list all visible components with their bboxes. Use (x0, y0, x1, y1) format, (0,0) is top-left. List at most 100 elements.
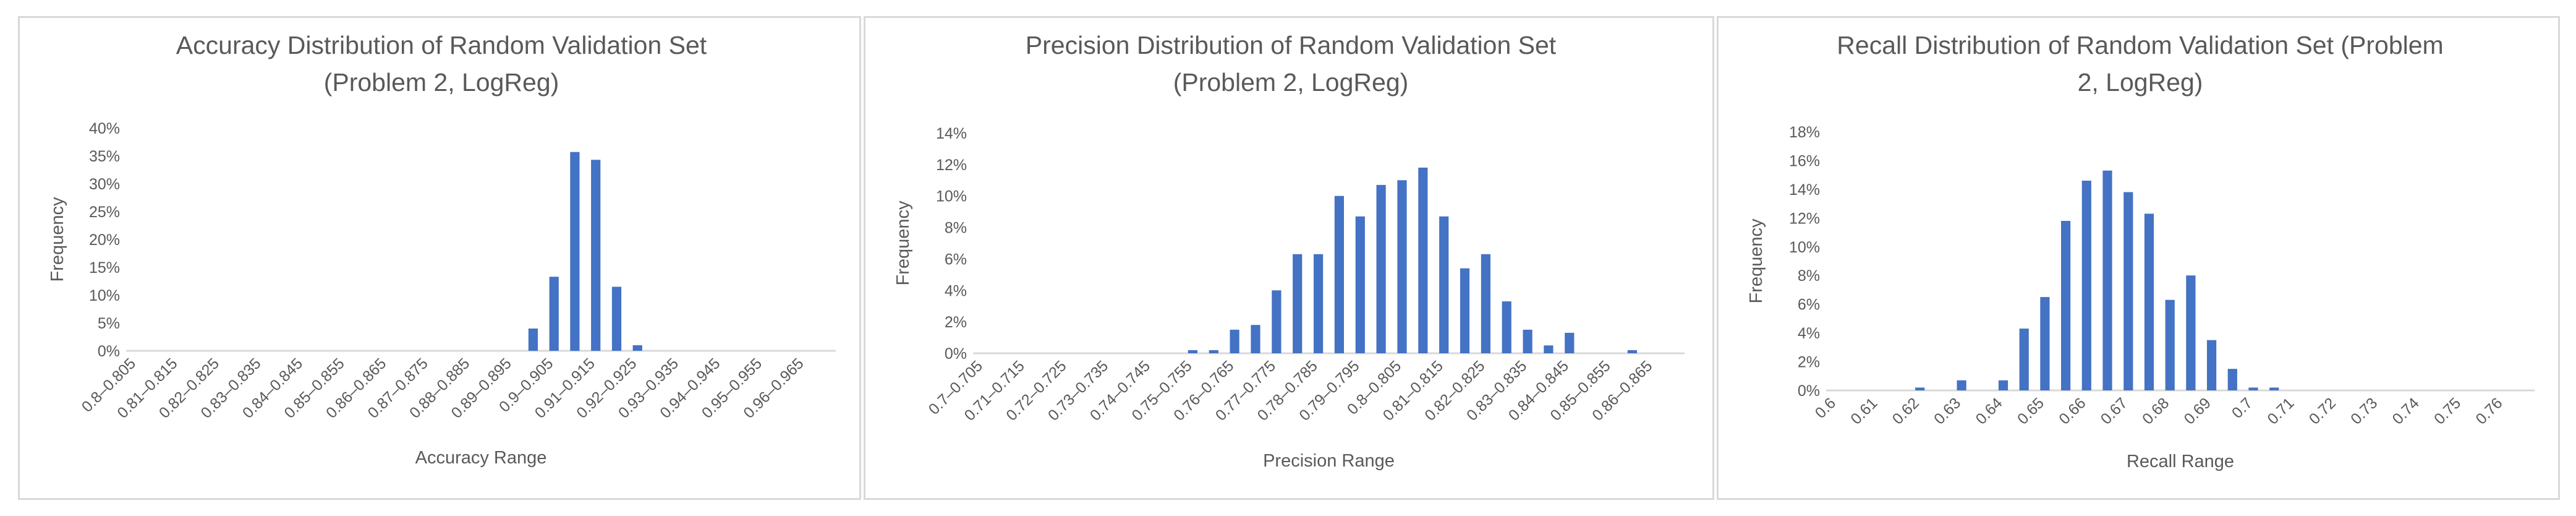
y-tick-label: 12% (936, 157, 967, 174)
bar (2144, 213, 2154, 390)
y-tick-label: 0% (1798, 382, 1820, 400)
x-tick-label: 0.7 (2229, 394, 2256, 421)
chart-title-line: (Problem 2, LogReg) (1173, 68, 1409, 97)
y-tick-label: 6% (1798, 296, 1820, 314)
y-tick-label: 10% (89, 287, 120, 304)
bar (2123, 192, 2133, 390)
bar (1376, 184, 1386, 353)
bar (1439, 216, 1449, 353)
chart-recall: Recall Distribution of Random Validation… (1746, 31, 2535, 471)
x-axis-label: Accuracy Range (415, 448, 547, 468)
bar (1293, 254, 1303, 353)
bar (632, 345, 642, 351)
y-tick-label: 2% (945, 314, 967, 331)
y-tick-label: 10% (936, 188, 967, 205)
y-axis-label: Frequency (1746, 218, 1766, 304)
bar (591, 160, 601, 351)
bar (2269, 387, 2279, 390)
y-tick-label: 0% (98, 343, 120, 360)
chart-accuracy: Accuracy Distribution of Random Validati… (48, 31, 836, 468)
bar (1314, 254, 1324, 353)
y-tick-label: 4% (945, 282, 967, 299)
bar (1544, 345, 1554, 353)
x-tick-label: 0.64 (1973, 394, 2006, 428)
bar (1565, 332, 1575, 353)
y-tick-label: 0% (945, 345, 967, 363)
y-tick-label: 18% (1789, 124, 1820, 141)
x-tick-label: 0.65 (2014, 394, 2047, 428)
y-axis-label: Frequency (48, 197, 67, 282)
bar (1957, 380, 1966, 390)
bar (1230, 329, 1239, 353)
bar (2186, 275, 2196, 390)
y-tick-label: 2% (1798, 354, 1820, 371)
x-tick-label: 0.74 (2389, 394, 2423, 428)
chart-panel-precision: Precision Distribution of Random Validat… (864, 16, 1714, 500)
y-tick-label: 20% (89, 231, 120, 249)
bar (2040, 297, 2050, 390)
x-tick-label: 0.75 (2431, 394, 2464, 428)
bar (1334, 196, 1344, 353)
y-tick-label: 12% (1789, 210, 1820, 227)
bar (2248, 387, 2258, 390)
y-tick-label: 30% (89, 176, 120, 193)
y-axis-label: Frequency (893, 200, 913, 286)
x-tick-label: 0.72 (2306, 394, 2339, 428)
bar (528, 329, 538, 351)
y-tick-label: 5% (98, 315, 120, 332)
bar (1627, 350, 1637, 353)
chart-panel-recall: Recall Distribution of Random Validation… (1717, 16, 2560, 500)
bar (1209, 350, 1218, 353)
bar (1272, 290, 1282, 353)
x-tick-label: 0.73 (2347, 394, 2381, 428)
bar (2061, 221, 2071, 390)
chart-title-line: Accuracy Distribution of Random Validati… (176, 31, 707, 59)
chart-panel-accuracy: Accuracy Distribution of Random Validati… (18, 16, 861, 500)
bar (1251, 325, 1260, 353)
bar (1915, 387, 1925, 390)
bar (1998, 380, 2009, 390)
chart-precision: Precision Distribution of Random Validat… (893, 31, 1685, 471)
y-tick-label: 4% (1798, 325, 1820, 342)
bar (2019, 329, 2029, 390)
x-axis-label: Precision Range (1263, 451, 1395, 471)
x-tick-label: 0.67 (2098, 394, 2131, 428)
bar (2227, 369, 2237, 390)
y-tick-label: 15% (89, 259, 120, 277)
bar (2102, 170, 2112, 390)
bar (2207, 340, 2217, 390)
x-tick-label: 0.71 (2264, 394, 2297, 428)
x-tick-label: 0.76 (2472, 394, 2506, 428)
bar (1355, 216, 1365, 353)
y-tick-label: 14% (1789, 181, 1820, 199)
x-tick-label: 0.63 (1931, 394, 1964, 428)
y-tick-label: 40% (89, 120, 120, 137)
bar (2165, 299, 2175, 390)
x-tick-label: 0.62 (1889, 394, 1923, 428)
bar (549, 277, 559, 351)
x-tick-label: 0.68 (2139, 394, 2172, 428)
chart-title-line: 2, LogReg) (2078, 68, 2203, 97)
y-tick-label: 16% (1789, 152, 1820, 170)
bar (1397, 180, 1407, 353)
chart-title-line: Recall Distribution of Random Validation… (1837, 31, 2443, 59)
bar (1523, 329, 1532, 353)
x-tick-label: 0.66 (2055, 394, 2089, 428)
y-tick-label: 25% (89, 204, 120, 221)
bar (1460, 268, 1470, 353)
bar (1502, 301, 1511, 353)
y-tick-label: 10% (1789, 239, 1820, 256)
x-axis-label: Recall Range (2127, 452, 2234, 471)
y-tick-label: 6% (945, 251, 967, 268)
bar (570, 152, 580, 351)
y-tick-label: 8% (945, 220, 967, 237)
y-tick-label: 8% (1798, 267, 1820, 285)
bar (611, 286, 622, 351)
bar (1418, 167, 1428, 353)
bar (1188, 350, 1197, 353)
chart-title-line: (Problem 2, LogReg) (324, 68, 559, 97)
chart-title-line: Precision Distribution of Random Validat… (1026, 31, 1557, 59)
y-tick-label: 35% (89, 148, 120, 165)
bar (1481, 254, 1490, 353)
bar (2081, 181, 2091, 390)
